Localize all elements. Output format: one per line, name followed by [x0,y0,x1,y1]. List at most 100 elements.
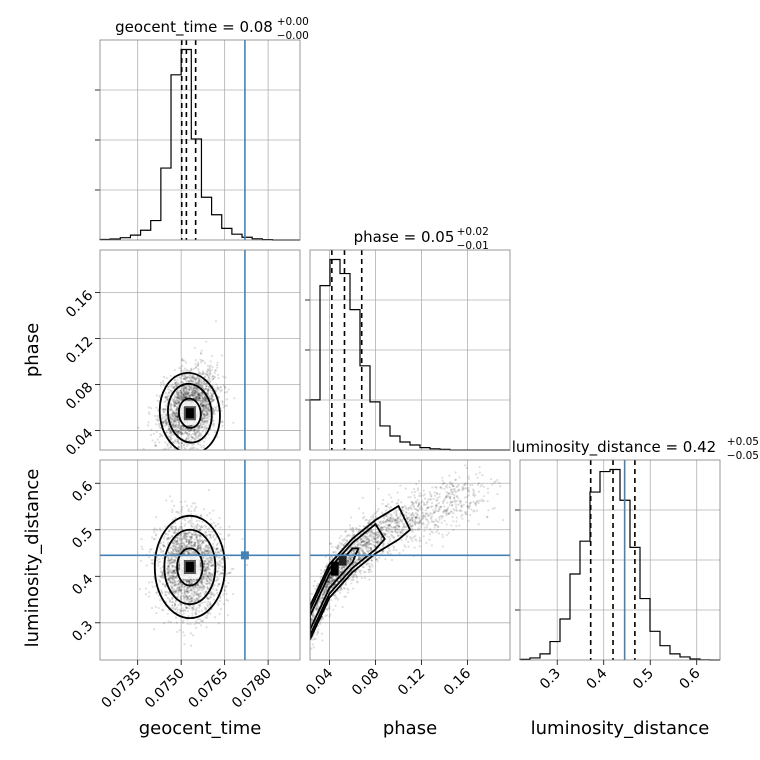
sample-point [184,429,186,431]
sample-point [176,622,178,624]
sample-point [189,542,191,544]
sample-point [170,406,172,408]
sample-point [200,427,202,429]
sample-point [186,445,188,447]
sample-point [156,559,158,561]
sample-point [221,538,223,540]
sample-point [184,431,186,433]
sample-point [207,368,209,370]
sample-point [202,540,204,542]
y-tick-label: 0.6 [69,478,96,505]
sample-point [170,547,172,549]
sample-point [154,442,156,444]
sample-point [181,442,183,444]
sample-point [165,404,167,406]
sample-point [198,382,200,384]
sample-point [176,631,178,633]
sample-point [160,382,162,384]
sample-point [189,389,191,391]
sample-point [204,549,206,551]
sample-point [169,560,171,562]
sample-point [180,367,182,369]
sample-point [180,377,182,379]
sample-point [201,381,203,383]
sample-point [169,451,171,453]
title-sub-geocent_time: −0.00 [277,30,309,42]
sample-point [226,405,228,407]
sample-point [378,508,380,510]
sample-point [203,587,205,589]
sample-point [184,591,186,593]
sample-point [456,517,458,519]
histogram-luminosity_distance [520,470,720,660]
sample-point [194,544,196,546]
sample-point [156,438,158,440]
sample-point [174,548,176,550]
sample-point [195,620,197,622]
sample-point [188,598,190,600]
sample-point [201,610,203,612]
sample-point [148,581,150,583]
sample-point [171,564,173,566]
sample-point [165,414,167,416]
sample-point [171,569,173,571]
sample-point [221,425,223,427]
sample-point [164,594,166,596]
joint-plot-area [100,250,300,482]
sample-point [220,608,222,610]
sample-point [202,581,204,583]
sample-point [211,556,213,558]
sample-point [436,529,438,531]
sample-point [204,398,206,400]
sample-point [208,418,210,420]
sample-point [191,451,193,453]
sample-point [358,507,360,509]
sample-point [173,578,175,580]
sample-point [171,529,173,531]
sample-point [186,369,188,371]
sample-point [200,403,202,405]
sample-point [181,452,183,454]
sample-point [178,421,180,423]
corner-plot: geocent_time = 0.08 +0.00 −0.00 phase = 0.0… [0,0,760,760]
sample-point [175,382,177,384]
sample-point [184,387,186,389]
sample-point [186,390,188,392]
sample-point [184,593,186,595]
sample-point [213,594,215,596]
sample-point [203,508,205,510]
sample-point [193,527,195,529]
sample-point [192,502,194,504]
sample-point [153,628,155,630]
sample-point [196,607,198,609]
sample-point [167,537,169,539]
title-sub-luminosity_distance: −0.05 [727,450,759,462]
sample-point [216,364,218,366]
sample-point [176,451,178,453]
sample-point [458,525,460,527]
sample-point [173,401,175,403]
sample-point [176,396,178,398]
sample-point [155,418,157,420]
sample-point [204,563,206,565]
sample-point [192,634,194,636]
sample-point [193,595,195,597]
sample-point [151,581,153,583]
sample-point [215,579,217,581]
sample-point [181,508,183,510]
sample-point [211,355,213,357]
sample-point [213,522,215,524]
joint-panel-luminosity_distance_vs_geocent_time: 0.30.40.50.6 [69,460,300,660]
sample-point [163,382,165,384]
sample-point [164,419,166,421]
sample-point [178,394,180,396]
sample-point [188,552,190,554]
sample-point [207,371,209,373]
sample-point [202,400,204,402]
sample-point [198,379,200,381]
sample-point [169,430,171,432]
sample-point [215,549,217,551]
sample-point [477,477,479,479]
sample-point [411,491,413,493]
sample-point [231,568,233,570]
